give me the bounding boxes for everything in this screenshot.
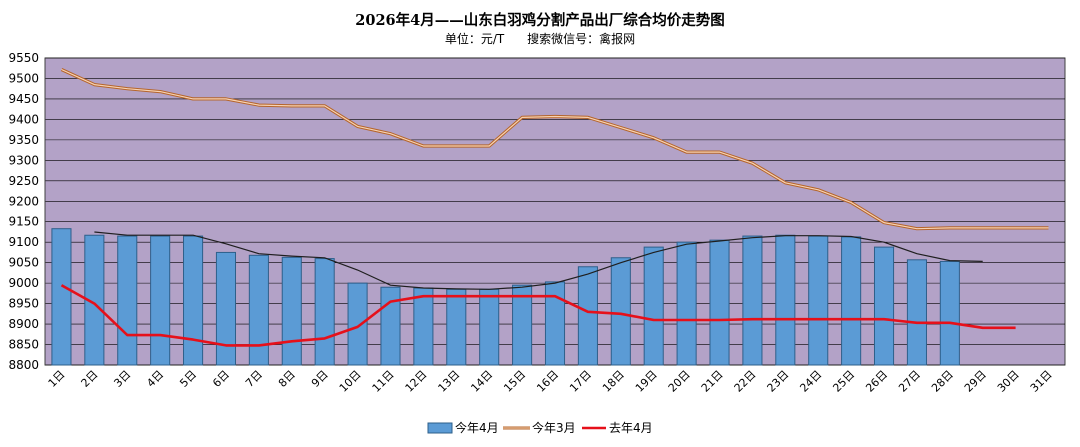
x-tick-label: 11日	[370, 368, 397, 395]
legend-label-april: 今年4月	[455, 420, 499, 435]
bar	[347, 282, 368, 366]
y-tick-label: 9200	[8, 194, 39, 208]
y-tick-label: 9250	[8, 174, 39, 188]
x-tick-label: 21日	[699, 368, 726, 395]
legend-swatch-april	[427, 422, 453, 434]
x-tick-label: 15日	[501, 368, 528, 395]
x-tick-label: 19日	[633, 368, 660, 395]
x-tick-label: 28日	[929, 368, 956, 395]
x-tick-label: 23日	[765, 368, 792, 395]
x-tick-label: 17日	[567, 368, 594, 395]
y-tick-label: 9350	[8, 133, 39, 147]
bar	[577, 266, 598, 366]
x-tick-label: 9日	[309, 368, 331, 390]
bar	[643, 246, 664, 366]
bar	[413, 287, 434, 366]
y-tick-label: 9000	[8, 276, 39, 290]
bar	[841, 236, 862, 366]
y-axis: 8800 8850 8900 8950 9000 9050 9100 9150 9200 9250…	[8, 51, 46, 372]
x-tick-label: 2日	[79, 368, 101, 390]
x-tick-label: 1日	[46, 368, 68, 390]
bar	[709, 239, 730, 366]
bar-series-april	[51, 228, 960, 366]
bar	[512, 284, 533, 366]
bar-trend-line	[94, 231, 983, 290]
bar	[610, 257, 631, 366]
legend-label-march: 今年3月	[532, 420, 576, 435]
y-tick-label: 8900	[8, 317, 39, 331]
legend-label-last-year: 去年4月	[609, 421, 653, 435]
x-tick-label: 29日	[962, 368, 989, 395]
x-tick-label: 7日	[243, 368, 265, 390]
bar	[117, 235, 138, 366]
bar	[808, 235, 829, 366]
x-tick-label: 18日	[600, 368, 627, 395]
x-tick-label: 4日	[144, 368, 166, 390]
x-tick-label: 30日	[995, 368, 1022, 395]
bar	[676, 241, 697, 366]
chart-subtitle: 单位：元/T 搜索微信号：禽报网	[444, 32, 636, 46]
x-tick-label: 24日	[797, 368, 824, 395]
x-axis: 1日 2日 3日 4日 5日 6日 7日 8日 9日 10日 11日 12日 13日 14日 15日 16日 1…	[46, 368, 1055, 395]
x-tick-label: 8日	[276, 368, 298, 390]
bar	[380, 286, 401, 366]
x-tick-label: 14日	[468, 368, 495, 395]
y-tick-label: 9500	[8, 71, 39, 85]
bar	[314, 258, 335, 366]
bar	[873, 246, 895, 366]
bar	[248, 254, 269, 366]
bar	[215, 251, 237, 366]
x-tick-label: 13日	[436, 368, 463, 395]
x-tick-label: 27日	[896, 368, 923, 395]
x-tick-label: 6日	[210, 368, 232, 390]
bar	[84, 234, 105, 366]
y-tick-label: 9050	[8, 256, 39, 270]
y-tick-label: 8800	[8, 358, 39, 372]
y-tick-label: 8950	[8, 297, 39, 311]
y-tick-label: 9300	[8, 153, 39, 167]
x-tick-label: 10日	[337, 368, 364, 395]
march-line	[61, 68, 1049, 230]
x-tick-label: 3日	[111, 368, 133, 390]
y-tick-label: 9400	[8, 112, 39, 126]
x-tick-label: 22日	[732, 368, 759, 395]
x-tick-label: 25日	[830, 368, 857, 395]
y-tick-label: 9100	[8, 235, 39, 249]
chart-title: 2026年4月——山东白羽鸡分割产品出厂综合均价走势图	[355, 12, 725, 29]
bar	[183, 235, 204, 366]
x-tick-label: 5日	[177, 368, 199, 390]
bar	[775, 234, 796, 366]
last-year-line	[60, 284, 1016, 347]
x-tick-label: 26日	[863, 368, 890, 395]
bar	[446, 288, 467, 366]
y-tick-label: 9550	[8, 51, 39, 65]
legend: 今年4月 今年3月 去年4月	[427, 420, 653, 435]
bar	[150, 235, 171, 366]
bar	[51, 228, 72, 366]
y-tick-label: 9150	[8, 215, 39, 229]
bar	[906, 259, 927, 366]
y-tick-label: 8850	[8, 338, 39, 352]
x-tick-label: 12日	[403, 368, 430, 395]
x-tick-label: 16日	[534, 368, 561, 395]
x-tick-label: 20日	[666, 368, 693, 395]
y-tick-label: 9450	[8, 92, 39, 106]
bar	[742, 235, 763, 366]
bar	[479, 288, 500, 366]
bar	[281, 256, 302, 366]
bar	[544, 281, 566, 366]
bar	[939, 260, 960, 366]
x-tick-label: 31日	[1028, 368, 1055, 395]
line-series	[60, 68, 1049, 347]
